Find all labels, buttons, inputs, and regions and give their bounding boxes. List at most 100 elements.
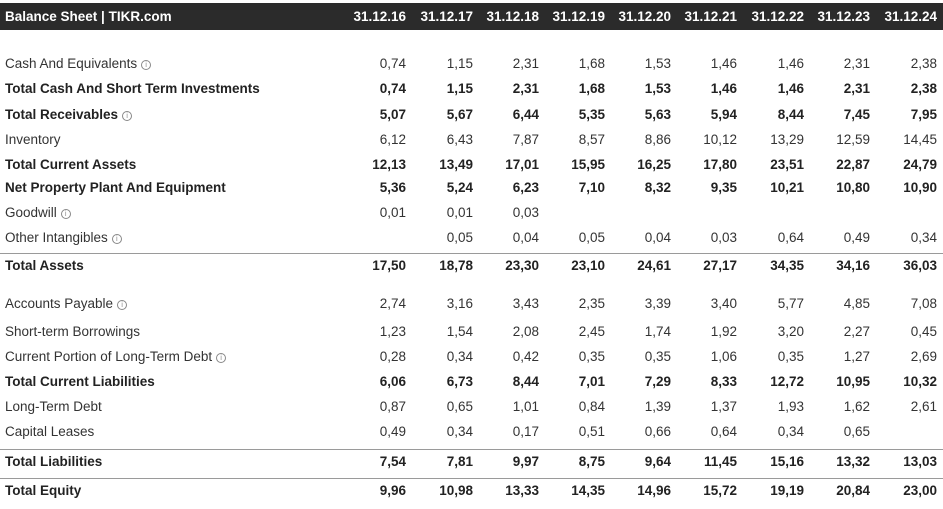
table-cell: 8,44 <box>512 374 539 389</box>
table-cell: 9,64 <box>644 454 671 469</box>
row-label-text: Long-Term Debt <box>5 399 102 414</box>
table-cell: 1,46 <box>777 56 804 71</box>
row-label-text: Cash And Equivalents <box>5 56 138 71</box>
row-label: Short-term Borrowings <box>5 320 140 344</box>
info-icon[interactable]: i <box>122 111 133 121</box>
row-divider <box>0 449 943 450</box>
table-cell: 0,35 <box>578 349 605 364</box>
row-label-text: Current Portion of Long-Term Debt <box>5 349 213 364</box>
row-label: Total Current Liabilities <box>5 370 155 394</box>
table-cell: 5,94 <box>710 107 737 122</box>
row-label: Cash And Equivalents i <box>5 52 152 76</box>
table-cell: 0,66 <box>644 424 671 439</box>
table-cell: 12,59 <box>836 132 870 147</box>
table-cell: 27,17 <box>703 258 737 273</box>
table-cell: 10,32 <box>903 374 937 389</box>
column-header: 31.12.24 <box>884 9 937 24</box>
table-cell: 1,54 <box>446 324 473 339</box>
table-cell: 7,01 <box>578 374 605 389</box>
table-row: Total Current Liabilities 6,06 6,73 8,44 7,0… <box>0 370 943 394</box>
table-cell: 2,27 <box>843 324 870 339</box>
table-cell: 2,31 <box>843 81 870 96</box>
table-cell: 13,32 <box>836 454 870 469</box>
table-cell: 5,24 <box>446 180 473 195</box>
table-cell: 10,90 <box>903 180 937 195</box>
row-label-text: Capital Leases <box>5 424 95 439</box>
table-cell: 0,64 <box>777 230 804 245</box>
table-cell: 0,64 <box>710 424 737 439</box>
table-cell: 0,35 <box>644 349 671 364</box>
table-cell: 2,38 <box>910 56 937 71</box>
table-cell: 1,23 <box>379 324 406 339</box>
info-icon[interactable]: i <box>111 234 122 244</box>
table-row: Goodwill i 0,01 0,01 0,03 <box>0 201 943 225</box>
table-cell: 5,36 <box>379 180 406 195</box>
table-cell: 5,35 <box>578 107 605 122</box>
table-cell: 0,04 <box>644 230 671 245</box>
table-cell: 24,79 <box>903 157 937 172</box>
table-cell: 0,34 <box>446 349 473 364</box>
table-row: Total Assets 17,50 18,78 23,30 23,10 24,61 27,… <box>0 254 943 278</box>
column-header: 31.12.18 <box>486 9 539 24</box>
row-label-text: Net Property Plant And Equipment <box>5 180 226 195</box>
table-cell: 5,67 <box>446 107 473 122</box>
table-row: Total Liabilities 7,54 7,81 9,97 8,75 9,64 11,… <box>0 450 943 474</box>
table-cell: 10,95 <box>836 374 870 389</box>
table-cell: 6,43 <box>446 132 473 147</box>
table-cell: 0,65 <box>843 424 870 439</box>
table-cell: 7,95 <box>910 107 937 122</box>
table-cell: 0,65 <box>446 399 473 414</box>
table-cell: 7,29 <box>644 374 671 389</box>
table-cell: 1,53 <box>644 81 671 96</box>
row-label: Goodwill i <box>5 201 71 225</box>
table-cell: 1,68 <box>578 81 605 96</box>
info-icon[interactable]: i <box>141 60 152 70</box>
info-icon[interactable]: i <box>216 353 227 363</box>
table-cell: 8,33 <box>710 374 737 389</box>
table-cell: 1,46 <box>710 81 737 96</box>
table-row: Total Current Assets 12,13 13,49 17,01 15,95… <box>0 153 943 177</box>
table-cell: 23,51 <box>770 157 804 172</box>
info-icon[interactable]: i <box>60 209 71 219</box>
table-cell: 2,08 <box>512 324 539 339</box>
table-cell: 1,53 <box>644 56 671 71</box>
table-cell: 24,61 <box>637 258 671 273</box>
table-cell: 4,85 <box>843 296 870 311</box>
table-title: Balance Sheet | TIKR.com <box>5 9 172 24</box>
row-label-text: Short-term Borrowings <box>5 324 141 339</box>
column-header: 31.12.19 <box>552 9 605 24</box>
table-cell: 0,42 <box>512 349 539 364</box>
table-cell: 0,03 <box>512 205 539 220</box>
table-cell: 23,10 <box>571 258 605 273</box>
table-cell: 1,46 <box>777 81 804 96</box>
table-row: Inventory 6,12 6,43 7,87 8,57 8,86 10,12 13,29 1… <box>0 128 943 152</box>
table-cell: 3,20 <box>777 324 804 339</box>
table-cell: 1,62 <box>843 399 870 414</box>
table-cell: 9,97 <box>512 454 539 469</box>
table-cell: 20,84 <box>836 483 870 498</box>
row-divider <box>0 253 943 254</box>
table-cell: 11,45 <box>703 454 737 469</box>
row-label: Total Liabilities <box>5 450 102 474</box>
column-header: 31.12.21 <box>684 9 737 24</box>
table-row: Capital Leases 0,49 0,34 0,17 0,51 0,66 0,64 0,… <box>0 420 943 444</box>
table-cell: 15,72 <box>703 483 737 498</box>
table-cell: 1,92 <box>710 324 737 339</box>
table-row: Long-Term Debt 0,87 0,65 1,01 0,84 1,39 1,37 1,… <box>0 395 943 419</box>
table-cell: 6,12 <box>379 132 406 147</box>
table-cell: 36,03 <box>903 258 937 273</box>
table-cell: 8,44 <box>777 107 804 122</box>
info-icon[interactable]: i <box>117 300 128 310</box>
table-cell: 34,35 <box>770 258 804 273</box>
row-label: Total Equity <box>5 479 81 503</box>
table-cell: 23,30 <box>505 258 539 273</box>
row-label-text: Inventory <box>5 132 61 147</box>
table-cell: 17,80 <box>703 157 737 172</box>
table-cell: 1,01 <box>512 399 539 414</box>
row-label: Accounts Payable i <box>5 292 128 316</box>
table-cell: 0,49 <box>843 230 870 245</box>
table-cell: 7,54 <box>379 454 406 469</box>
table-cell: 10,12 <box>703 132 737 147</box>
table-cell: 0,34 <box>446 424 473 439</box>
table-cell: 0,28 <box>379 349 406 364</box>
